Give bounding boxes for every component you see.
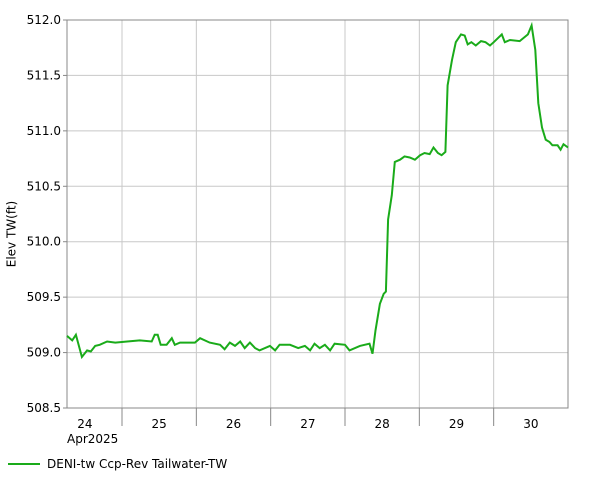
y-tick-label: 511.0: [27, 124, 61, 138]
legend-label: DENI-tw Ccp-Rev Tailwater-TW: [47, 457, 227, 471]
y-tick-label: 512.0: [27, 13, 61, 27]
plot-area: [67, 20, 568, 408]
x-tick-label: 29: [449, 417, 464, 431]
data-line: [66, 21, 569, 360]
y-tick-label: 509.0: [27, 346, 61, 360]
x-sublabel: Apr2025: [67, 432, 118, 446]
x-tick-label: 30: [523, 417, 538, 431]
y-tick-label: 511.5: [27, 68, 61, 82]
x-tick-label: 27: [300, 417, 315, 431]
plot-border: [66, 19, 569, 409]
y-tick-label: 509.5: [27, 290, 61, 304]
x-tick-label: 24: [77, 417, 92, 431]
x-tick-label: 28: [375, 417, 390, 431]
y-tick-label: 508.5: [27, 401, 61, 415]
x-tick-label: 25: [152, 417, 167, 431]
y-tick-label: 510.5: [27, 179, 61, 193]
x-tick-label: 26: [226, 417, 241, 431]
y-tick-label: 510.0: [27, 235, 61, 249]
y-axis-label: Elev TW(ft): [5, 201, 19, 268]
